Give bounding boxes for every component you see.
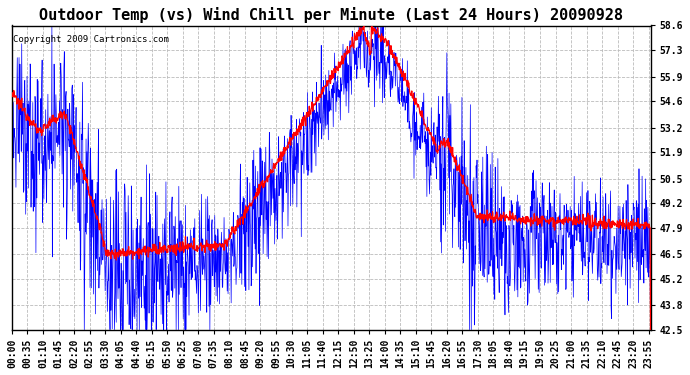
Title: Outdoor Temp (vs) Wind Chill per Minute (Last 24 Hours) 20090928: Outdoor Temp (vs) Wind Chill per Minute … [39,7,623,23]
Text: Copyright 2009 Cartronics.com: Copyright 2009 Cartronics.com [13,34,169,44]
